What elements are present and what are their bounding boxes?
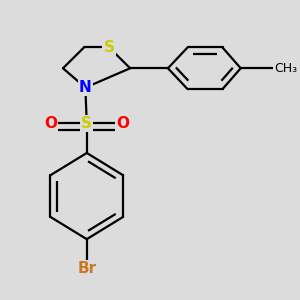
Text: O: O [117, 116, 130, 131]
Text: S: S [104, 40, 115, 55]
Text: CH₃: CH₃ [274, 62, 297, 75]
Text: O: O [44, 116, 57, 131]
Text: S: S [81, 116, 92, 131]
Text: N: N [79, 80, 92, 95]
Text: Br: Br [77, 261, 96, 276]
